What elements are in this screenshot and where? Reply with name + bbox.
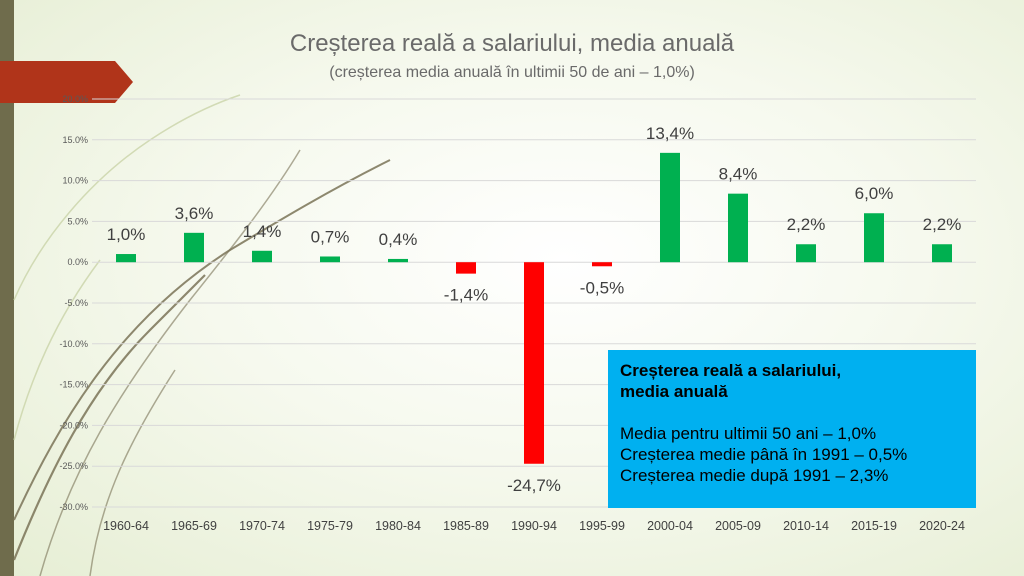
chart-title: Creșterea reală a salariului, media anua… (289, 30, 735, 57)
data-label: -24,7% (507, 476, 561, 495)
bar (864, 213, 884, 263)
x-tick-label: 2005-09 (715, 519, 761, 533)
info-line-after-1991: Creșterea medie după 1991 – 2,3% (620, 466, 889, 485)
y-tick-label: 10.0% (62, 176, 88, 186)
y-tick-label: -30.0% (59, 502, 88, 512)
title-banner (0, 61, 133, 103)
y-tick-label: 0.0% (67, 257, 88, 267)
x-tick-label: 2020-24 (919, 519, 965, 533)
x-tick-label: 1960-64 (103, 519, 149, 533)
data-label: 2,2% (923, 215, 962, 234)
x-tick-label: 1975-79 (307, 519, 353, 533)
data-label: 0,7% (311, 227, 350, 246)
y-axis: 20.0% 15.0% 10.0% 5.0% 0.0% -5.0% -10.0% -15.0%… (59, 94, 88, 512)
data-label: 0,4% (379, 230, 418, 249)
y-tick-label: -20.0% (59, 420, 88, 430)
side-strip (0, 0, 14, 576)
x-tick-label: 1980-84 (375, 519, 421, 533)
x-axis-labels: 1960-64 1965-69 1970-74 1975-79 1980-84 1985-… (103, 519, 965, 533)
y-tick-label: -5.0% (64, 298, 88, 308)
info-line-average: Media pentru ultimii 50 ani – 1,0% (620, 424, 877, 443)
x-tick-label: 2000-04 (647, 519, 693, 533)
info-heading-line1: Creșterea reală a salariului, (620, 361, 842, 380)
data-label: 3,6% (175, 204, 214, 223)
data-label: 6,0% (855, 184, 894, 203)
data-label: -0,5% (580, 278, 624, 297)
data-label: 8,4% (719, 165, 758, 184)
bar (524, 262, 544, 464)
data-label: -1,4% (444, 286, 488, 305)
bars (116, 152, 952, 464)
y-tick-label: 15.0% (62, 135, 88, 145)
x-tick-label: 2015-19 (851, 519, 897, 533)
data-label: 2,2% (787, 215, 826, 234)
y-tick-label: 5.0% (67, 216, 88, 226)
x-tick-label: 1985-89 (443, 519, 489, 533)
y-tick-label: 20.0% (62, 94, 88, 104)
data-label: 13,4% (646, 124, 694, 143)
bar (728, 193, 748, 263)
bar (592, 262, 612, 267)
info-box: Creșterea reală a salariului, media anua… (608, 350, 976, 508)
data-labels: 1,0% 3,6% 1,4% 0,7% 0,4% -1,4% -24,7% -0,5% 13,4… (107, 124, 962, 495)
bar (320, 256, 340, 263)
data-label: 1,0% (107, 225, 146, 244)
bar (388, 258, 408, 263)
bar (932, 244, 952, 263)
bar (456, 262, 476, 274)
x-tick-label: 1970-74 (239, 519, 285, 533)
bar (252, 250, 272, 263)
x-tick-label: 2010-14 (783, 519, 829, 533)
info-line-before-1991: Creșterea medie până în 1991 – 0,5% (620, 445, 908, 464)
y-tick-label: -10.0% (59, 339, 88, 349)
info-heading-line2: media anuală (620, 382, 728, 401)
bar (660, 152, 680, 263)
bar (116, 254, 136, 263)
x-tick-label: 1990-94 (511, 519, 557, 533)
x-tick-label: 1995-99 (579, 519, 625, 533)
y-tick-label: -25.0% (59, 461, 88, 471)
bar (796, 244, 816, 263)
chart-subtitle: (creșterea media anuală în ultimii 50 de… (329, 64, 695, 81)
y-tick-label: -15.0% (59, 380, 88, 390)
data-label: 1,4% (243, 222, 282, 241)
x-tick-label: 1965-69 (171, 519, 217, 533)
bar (184, 232, 204, 263)
